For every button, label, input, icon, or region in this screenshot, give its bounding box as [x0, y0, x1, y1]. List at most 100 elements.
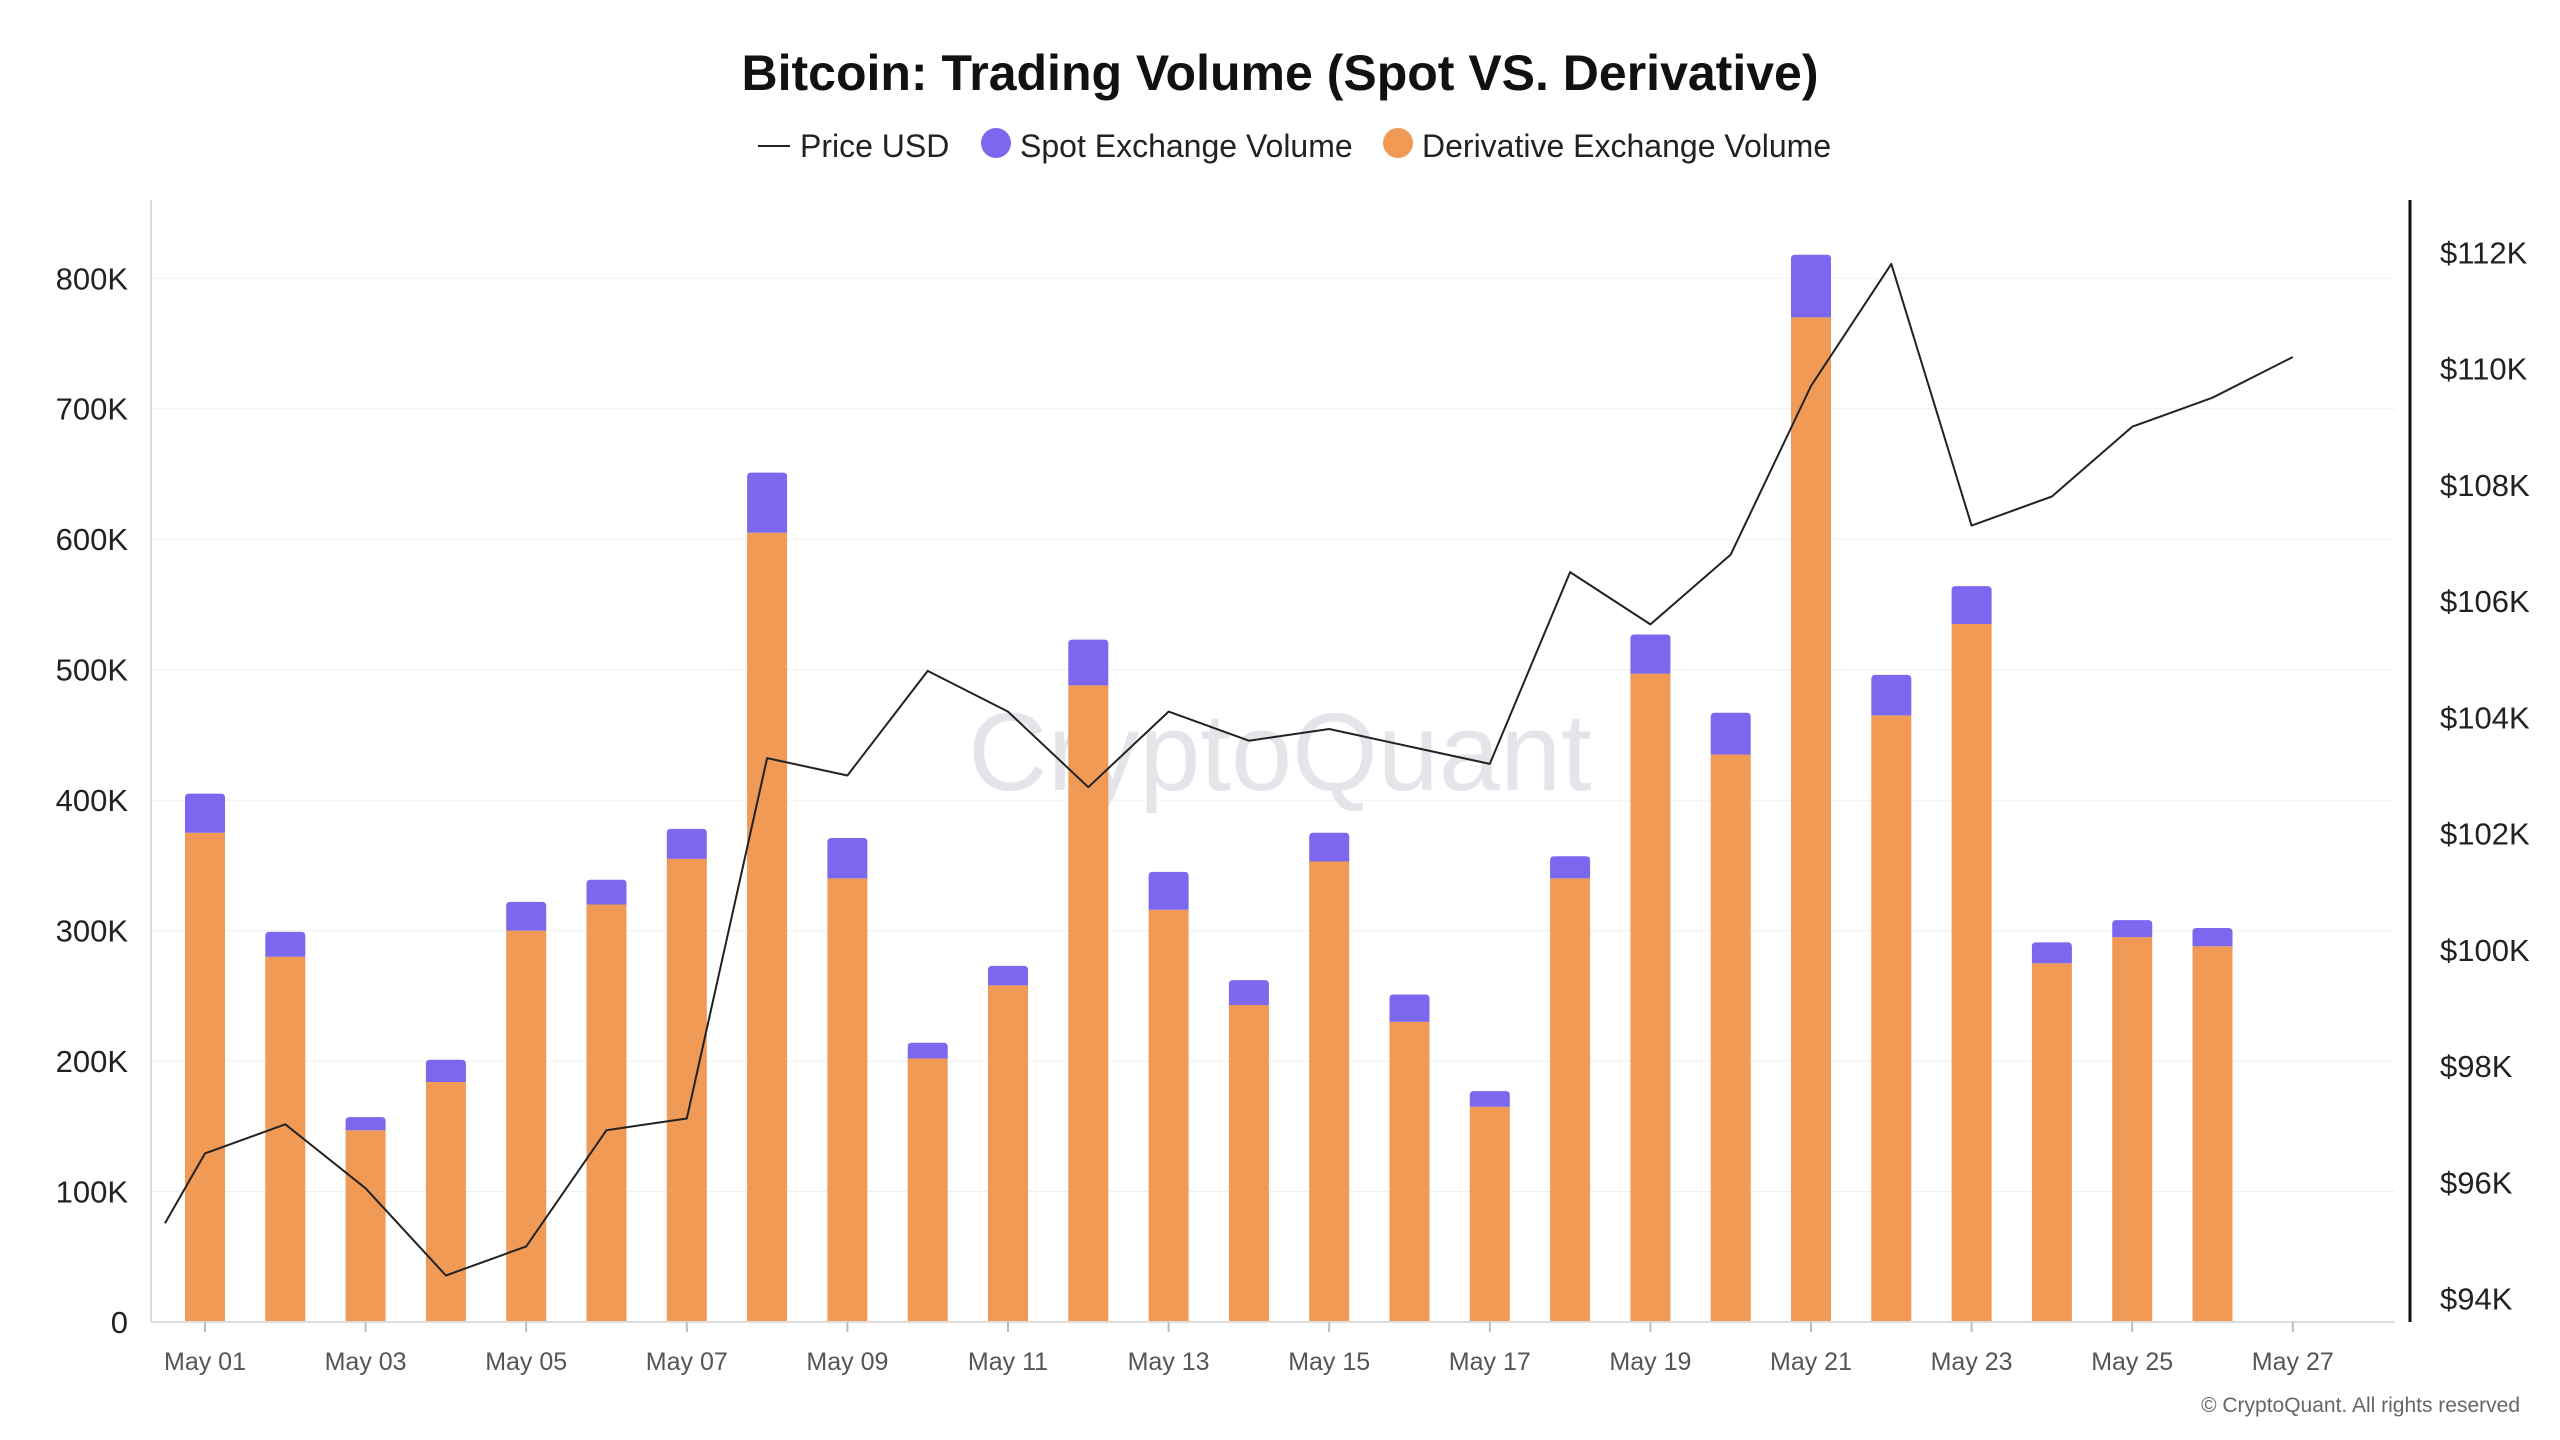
right-axis-ticks: $94K $96K $98K $100K $102K $104K $106K $108K $11…	[2440, 235, 2530, 1316]
spot-bar	[2031, 942, 2072, 964]
spot-bar	[1469, 1091, 1510, 1107]
x-tick-label: May 11	[968, 1348, 1048, 1376]
derivative-bar	[506, 930, 547, 1322]
right-tick-label: $100K	[2440, 933, 2530, 968]
x-tick-label: May 19	[1609, 1348, 1691, 1376]
right-tick-label: $106K	[2440, 584, 2530, 619]
bars	[185, 254, 2233, 1323]
spot-bar	[988, 965, 1028, 986]
x-tick-label: May 21	[1770, 1348, 1852, 1376]
spot-bar	[506, 901, 547, 931]
derivative-bar	[907, 1058, 948, 1322]
spot-bar	[1389, 994, 1430, 1022]
x-tick-label: May 17	[1449, 1348, 1531, 1376]
right-tick-label: $96K	[2440, 1165, 2513, 1200]
spot-bar	[666, 828, 707, 859]
derivative-bar	[1309, 861, 1350, 1322]
chart-title: Bitcoin: Trading Volume (Spot VS. Deriva…	[741, 45, 1818, 101]
derivative-bar	[1630, 673, 1671, 1322]
derivative-bar	[2031, 963, 2072, 1322]
legend-derivative-marker	[1383, 128, 1413, 158]
derivative-bar	[827, 878, 868, 1322]
left-tick-label: 0	[111, 1305, 128, 1340]
derivative-bar	[185, 832, 225, 1322]
watermark: CryptoQuant	[968, 691, 1592, 814]
derivative-bar	[2192, 946, 2233, 1322]
spot-bar	[265, 931, 306, 957]
spot-bar	[1951, 586, 1992, 625]
right-tick-label: $112K	[2440, 235, 2528, 270]
derivative-bar	[1710, 754, 1751, 1322]
derivative-bar	[747, 532, 788, 1322]
x-axis-ticks: May 01 May 03 May 05 May 07 May 09 May 11 May …	[164, 1322, 2334, 1376]
derivative-bar	[1871, 715, 1912, 1322]
spot-bar	[1710, 712, 1751, 755]
spot-bar	[2192, 927, 2233, 947]
legend-price-label: Price USD	[800, 128, 949, 164]
derivative-bar	[1951, 624, 1992, 1322]
copyright: © CryptoQuant. All rights reserved	[2201, 1394, 2520, 1417]
spot-bar	[907, 1042, 948, 1059]
x-tick-label: May 27	[2252, 1348, 2334, 1376]
x-tick-label: May 07	[646, 1348, 728, 1376]
left-tick-label: 200K	[56, 1044, 129, 1079]
spot-bar	[1148, 871, 1189, 910]
derivative-bar	[1148, 909, 1189, 1322]
right-tick-label: $98K	[2440, 1049, 2513, 1084]
x-tick-label: May 23	[1931, 1348, 2013, 1376]
x-tick-label: May 03	[325, 1348, 407, 1376]
right-tick-label: $110K	[2440, 352, 2528, 387]
derivative-bar	[345, 1130, 386, 1322]
x-tick-label: May 13	[1128, 1348, 1210, 1376]
spot-bar	[1550, 856, 1591, 879]
x-tick-label: May 25	[2091, 1348, 2173, 1376]
right-tick-label: $102K	[2440, 817, 2530, 852]
derivative-bar	[1791, 317, 1831, 1323]
price-line	[164, 262, 2294, 1277]
spot-bar	[345, 1117, 386, 1131]
left-tick-label: 800K	[56, 261, 129, 296]
right-tick-label: $108K	[2440, 468, 2530, 503]
spot-bar	[1309, 832, 1350, 862]
spot-bar	[586, 879, 627, 905]
left-tick-label: 600K	[56, 522, 129, 557]
derivative-bar	[425, 1081, 466, 1322]
derivative-bar	[2112, 937, 2153, 1322]
derivative-bar	[265, 956, 306, 1322]
spot-bar	[2112, 920, 2153, 938]
legend-spot-label: Spot Exchange Volume	[1020, 128, 1353, 164]
derivative-bar	[988, 985, 1028, 1322]
spot-bar	[747, 472, 788, 533]
x-tick-label: May 15	[1288, 1348, 1370, 1376]
legend-spot-marker	[981, 128, 1011, 158]
legend: Price USD Spot Exchange Volume Derivativ…	[758, 128, 1831, 164]
spot-bar	[1871, 674, 1912, 716]
spot-bar	[185, 793, 225, 833]
spot-bar	[1228, 980, 1269, 1005]
derivative-bar	[1550, 878, 1591, 1322]
x-tick-label: May 01	[164, 1348, 246, 1376]
derivative-bar	[1228, 1004, 1269, 1322]
left-tick-label: 500K	[56, 653, 129, 688]
left-tick-label: 300K	[56, 914, 129, 949]
derivative-bar	[1469, 1106, 1510, 1322]
x-tick-label: May 09	[806, 1348, 888, 1376]
spot-bar	[1630, 634, 1671, 674]
spot-bar	[425, 1059, 466, 1082]
spot-bar	[1791, 254, 1831, 318]
spot-bar	[1068, 639, 1109, 686]
derivative-bar	[666, 858, 707, 1322]
left-tick-label: 100K	[56, 1175, 129, 1210]
left-axis-ticks: 0 100K 200K 300K 400K 500K 600K 700K 800K	[56, 261, 129, 1340]
left-tick-label: 400K	[56, 783, 129, 818]
price-line-group	[164, 262, 2294, 1277]
spot-bar	[827, 837, 868, 879]
derivative-bar	[1389, 1021, 1430, 1322]
right-tick-label: $94K	[2440, 1282, 2513, 1317]
left-tick-label: 700K	[56, 392, 129, 427]
legend-derivative-label: Derivative Exchange Volume	[1422, 128, 1831, 164]
derivative-bar	[586, 904, 627, 1322]
right-tick-label: $104K	[2440, 700, 2530, 735]
x-tick-label: May 05	[485, 1348, 567, 1376]
